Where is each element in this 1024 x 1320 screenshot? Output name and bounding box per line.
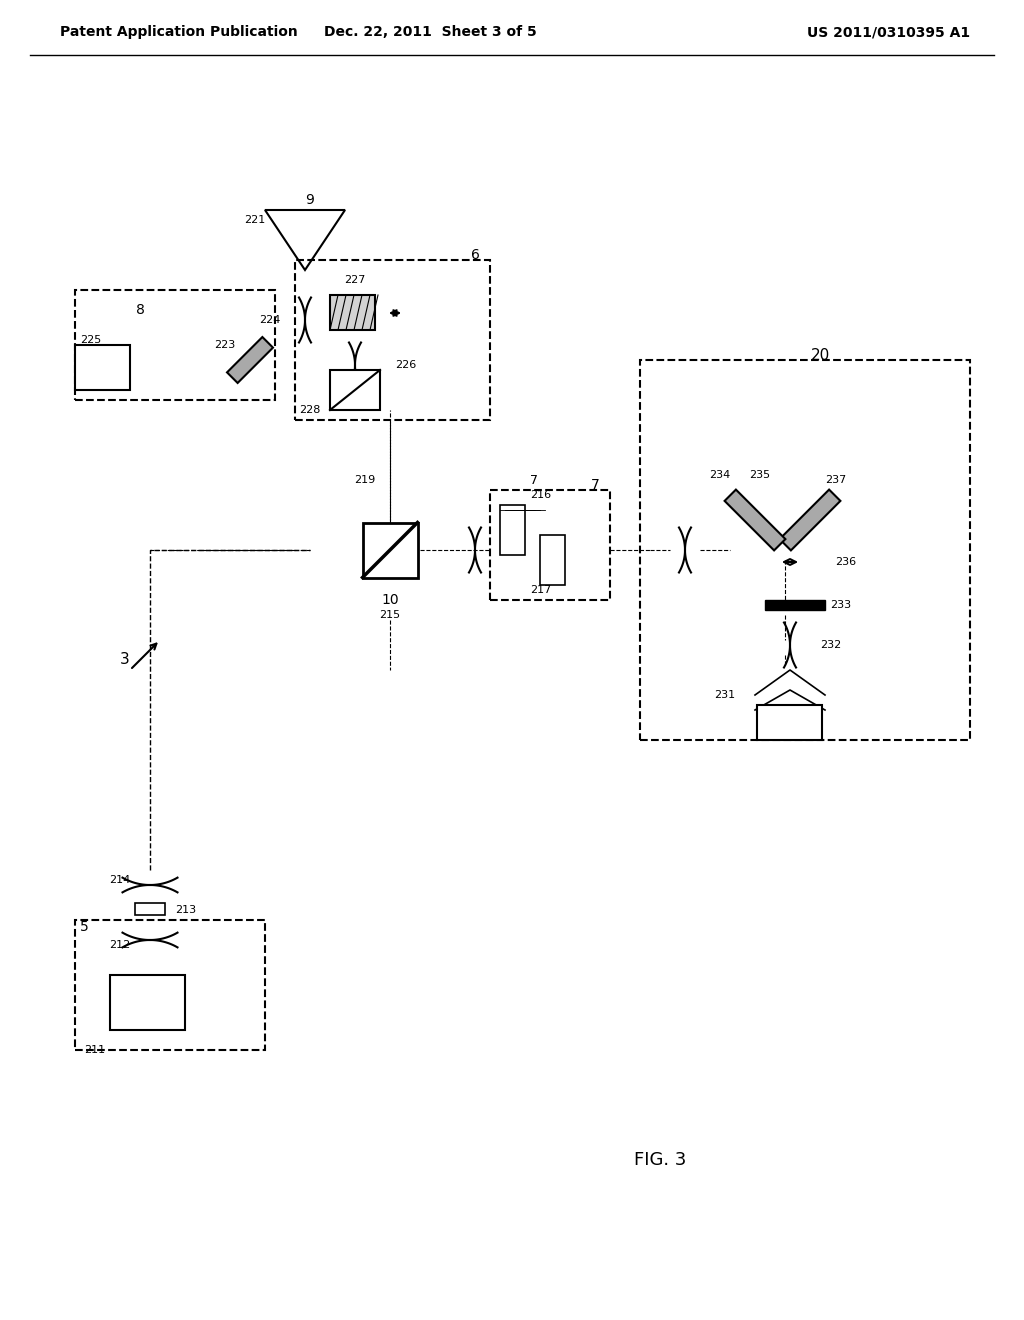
Polygon shape xyxy=(227,337,273,383)
Text: 20: 20 xyxy=(810,347,829,363)
Text: 235: 235 xyxy=(750,470,771,480)
Text: 227: 227 xyxy=(344,275,366,285)
Text: Patent Application Publication: Patent Application Publication xyxy=(60,25,298,40)
Text: 212: 212 xyxy=(109,940,130,950)
Text: 224: 224 xyxy=(259,315,280,325)
Text: 6: 6 xyxy=(471,248,480,261)
Text: 221: 221 xyxy=(244,215,265,224)
Bar xyxy=(75,290,275,400)
Text: 9: 9 xyxy=(305,193,314,207)
Bar xyxy=(540,535,565,585)
Text: 216: 216 xyxy=(530,490,551,500)
Bar xyxy=(640,360,970,741)
Text: 233: 233 xyxy=(830,601,851,610)
Text: 219: 219 xyxy=(353,475,375,484)
Text: 228: 228 xyxy=(299,405,319,414)
Text: 223: 223 xyxy=(214,341,234,350)
Text: US 2011/0310395 A1: US 2011/0310395 A1 xyxy=(807,25,970,40)
Text: 214: 214 xyxy=(109,875,130,884)
Text: 225: 225 xyxy=(80,335,101,345)
Text: FIG. 3: FIG. 3 xyxy=(634,1151,686,1170)
Bar xyxy=(757,705,822,741)
Bar xyxy=(330,294,375,330)
Text: 217: 217 xyxy=(530,585,551,595)
Bar xyxy=(362,523,418,578)
Bar xyxy=(490,490,610,601)
Bar xyxy=(765,601,825,610)
Bar xyxy=(330,370,380,411)
Text: 10: 10 xyxy=(381,593,398,607)
Text: 7: 7 xyxy=(591,478,600,492)
Bar xyxy=(110,975,185,1030)
Text: 236: 236 xyxy=(835,557,856,568)
Bar xyxy=(295,260,490,420)
Bar xyxy=(135,903,165,915)
Text: 226: 226 xyxy=(395,360,416,370)
Bar xyxy=(75,345,130,389)
Bar xyxy=(500,506,525,554)
Text: 213: 213 xyxy=(175,906,197,915)
Text: 237: 237 xyxy=(825,475,846,484)
Polygon shape xyxy=(779,490,841,550)
Text: 211: 211 xyxy=(84,1045,105,1055)
Text: 8: 8 xyxy=(135,304,144,317)
Text: 5: 5 xyxy=(80,920,89,935)
Text: 7: 7 xyxy=(530,474,538,487)
Text: 232: 232 xyxy=(820,640,842,649)
Bar xyxy=(75,920,265,1049)
Text: 234: 234 xyxy=(710,470,731,480)
Polygon shape xyxy=(725,490,785,550)
Text: 3: 3 xyxy=(120,652,130,668)
Text: 231: 231 xyxy=(714,690,735,700)
Text: 215: 215 xyxy=(380,610,400,620)
Text: Dec. 22, 2011  Sheet 3 of 5: Dec. 22, 2011 Sheet 3 of 5 xyxy=(324,25,537,40)
